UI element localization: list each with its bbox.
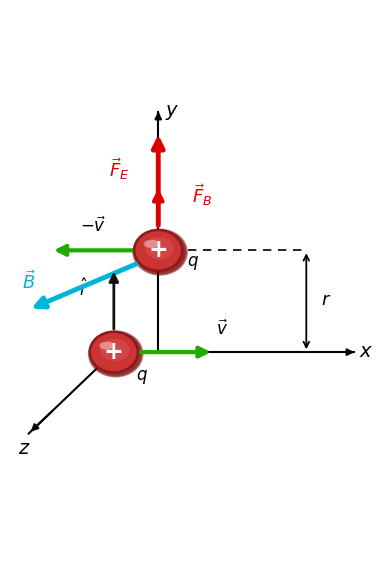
Ellipse shape — [133, 230, 187, 275]
Text: $-\vec{v}$: $-\vec{v}$ — [80, 216, 106, 235]
Ellipse shape — [90, 333, 141, 375]
Ellipse shape — [134, 230, 186, 274]
Text: +: + — [104, 340, 124, 364]
Ellipse shape — [132, 228, 188, 276]
Ellipse shape — [99, 341, 115, 349]
Ellipse shape — [135, 231, 185, 274]
Ellipse shape — [133, 230, 187, 275]
Text: $\vec{v}$: $\vec{v}$ — [216, 320, 228, 339]
Ellipse shape — [145, 237, 174, 259]
Ellipse shape — [88, 331, 144, 377]
Ellipse shape — [89, 332, 142, 376]
Text: y: y — [166, 101, 177, 120]
Text: r: r — [321, 291, 328, 309]
Ellipse shape — [90, 332, 142, 376]
Text: q: q — [136, 366, 147, 384]
Ellipse shape — [135, 231, 185, 274]
Ellipse shape — [88, 331, 143, 377]
Ellipse shape — [144, 240, 159, 248]
Ellipse shape — [90, 332, 138, 372]
Text: $\vec{B}$: $\vec{B}$ — [21, 270, 36, 293]
Text: $\hat{r}$: $\hat{r}$ — [80, 279, 89, 300]
Ellipse shape — [133, 229, 187, 275]
Text: q: q — [187, 252, 197, 271]
Ellipse shape — [89, 331, 143, 377]
Text: +: + — [149, 238, 168, 262]
Ellipse shape — [90, 332, 141, 376]
Text: x: x — [360, 342, 371, 361]
Ellipse shape — [101, 339, 129, 361]
Text: $\vec{F}_B$: $\vec{F}_B$ — [192, 182, 212, 208]
Ellipse shape — [134, 230, 182, 271]
Text: z: z — [18, 439, 28, 458]
Text: $\vec{F}_E$: $\vec{F}_E$ — [109, 156, 130, 182]
